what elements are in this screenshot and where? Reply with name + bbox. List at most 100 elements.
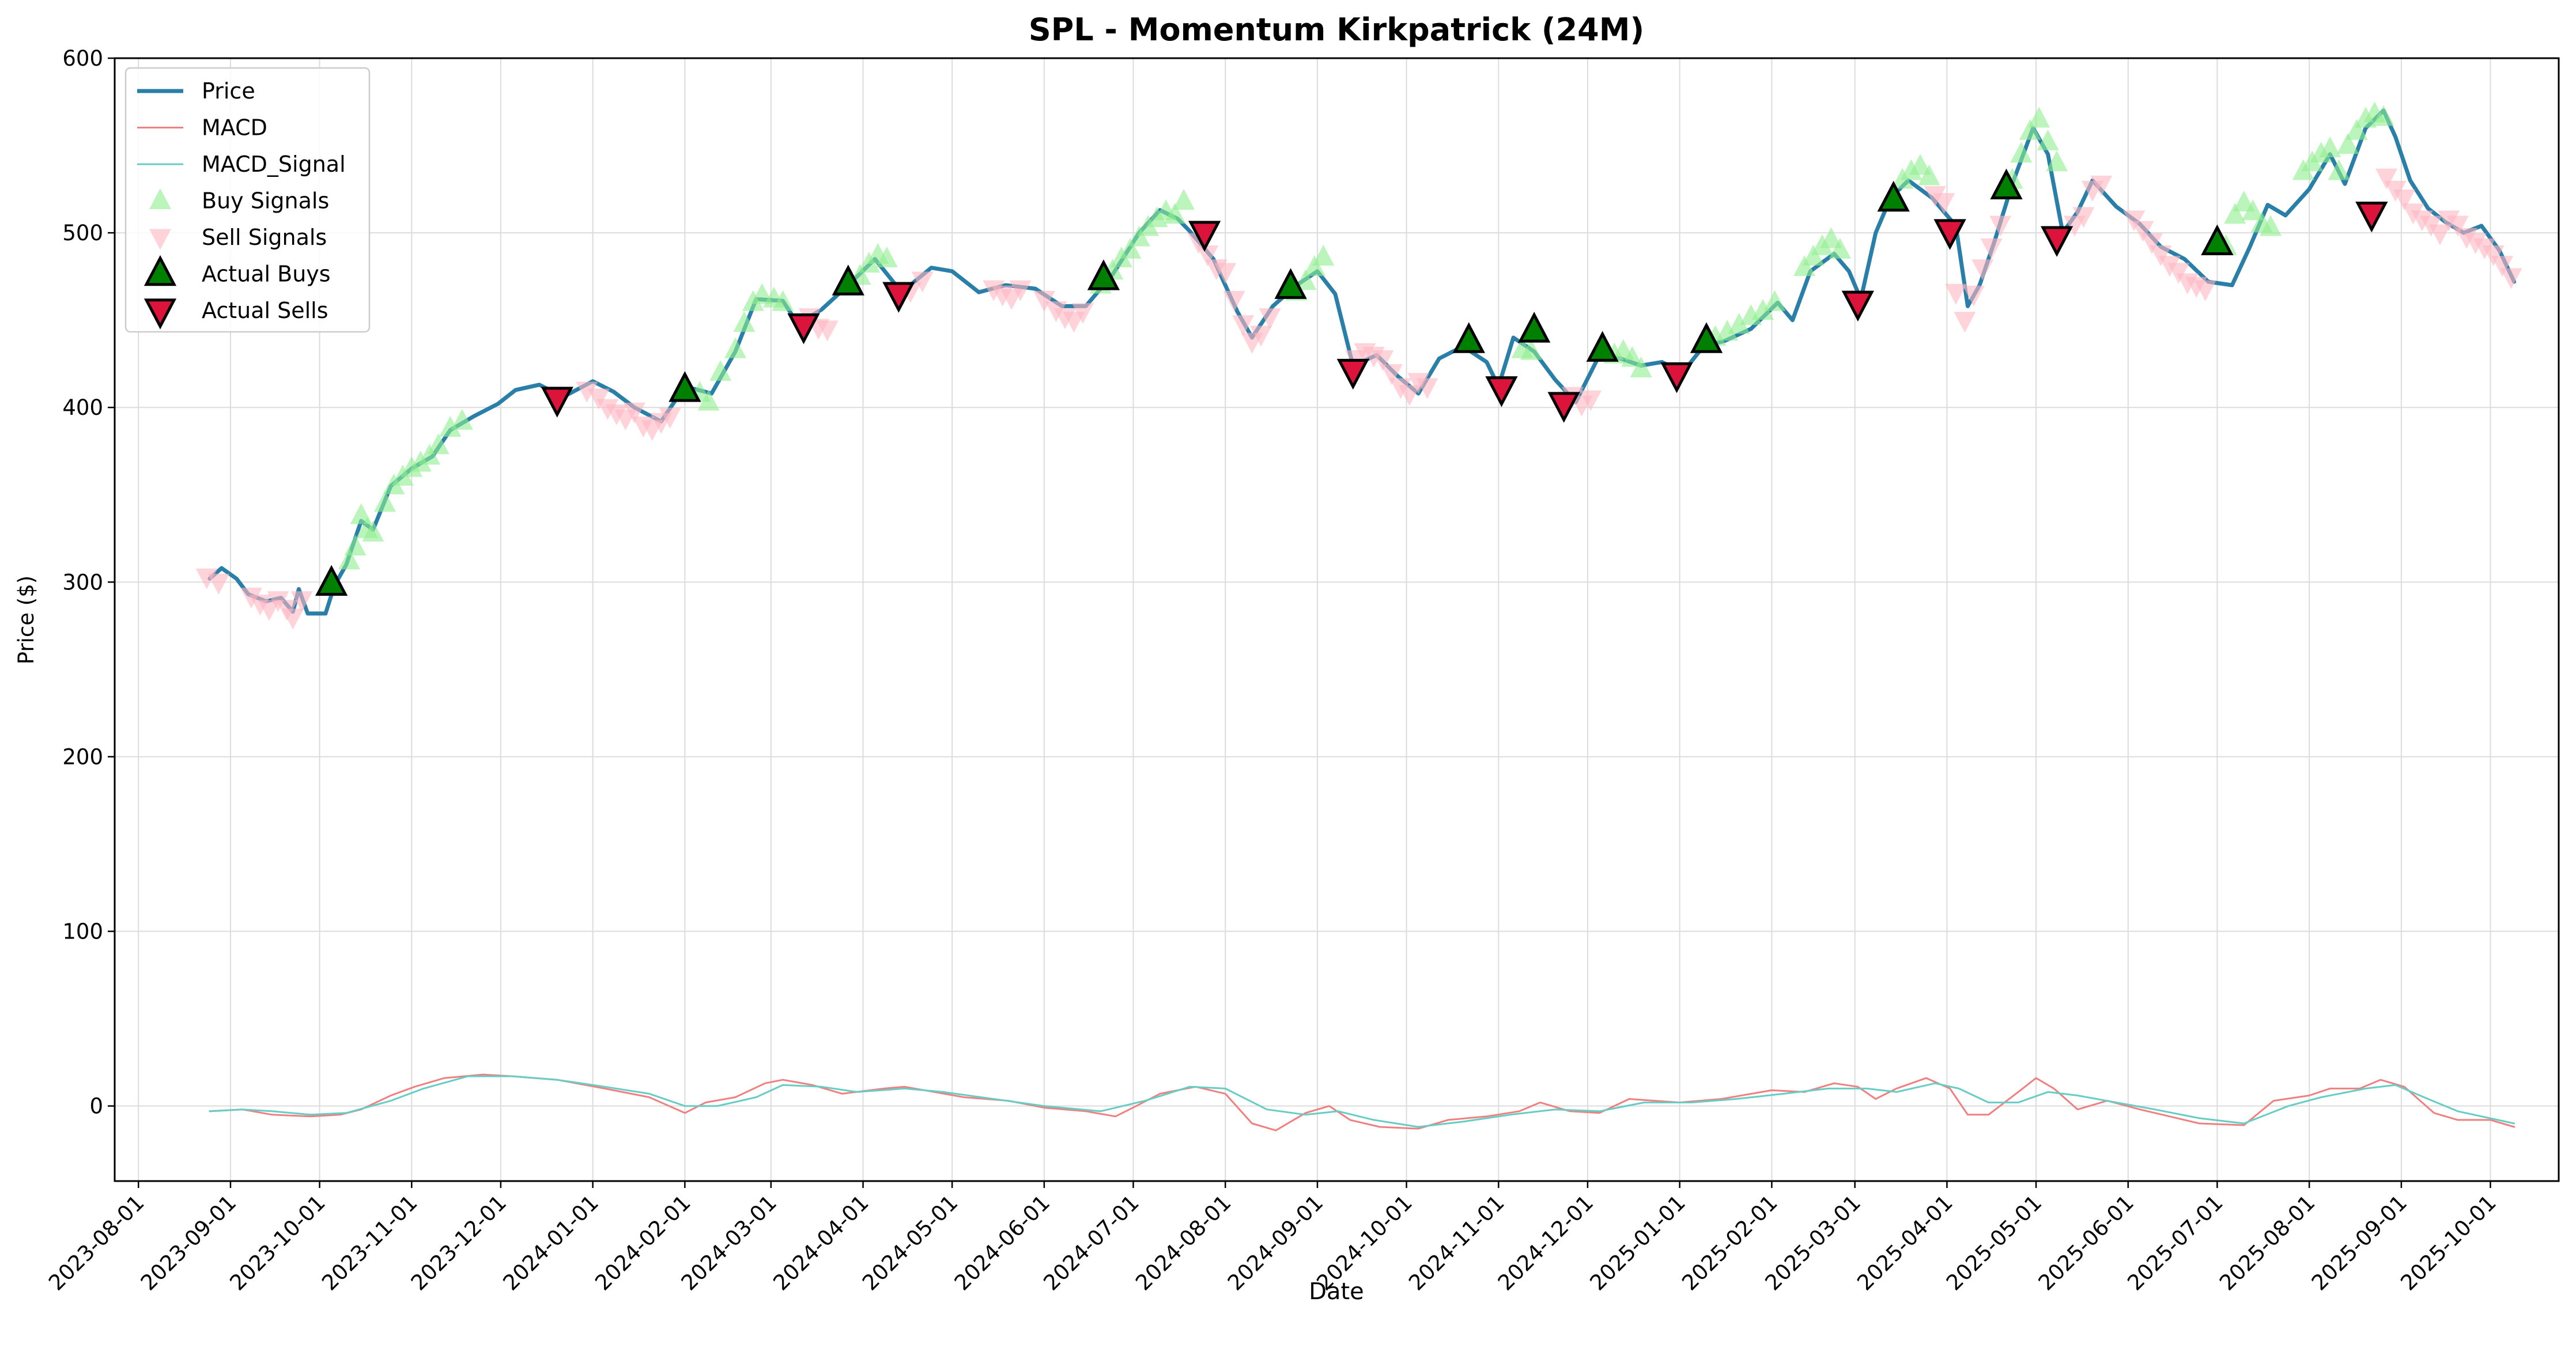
sell-signal-marker [1989, 215, 2012, 237]
actual-buy-marker [1518, 312, 1551, 343]
y-tick-label: 0 [89, 1094, 103, 1119]
buy-signal-marker [427, 433, 450, 455]
buy-signal-marker [373, 491, 396, 512]
y-tick-label: 500 [62, 221, 103, 245]
actual-buy-marker [1990, 168, 2023, 200]
sell-signal-marker [2141, 233, 2163, 254]
sell-signal-marker [911, 271, 934, 293]
actual-buy-marker [1877, 180, 1910, 212]
sell-signal-marker [282, 608, 304, 630]
buy-signal-marker [1294, 269, 1317, 290]
sell-signal-marker [587, 388, 610, 410]
actual-buy-marker [1452, 322, 1485, 353]
sell-signal-marker [1033, 290, 1055, 312]
buy-signal-marker [344, 535, 367, 556]
actual-buy-marker [315, 565, 348, 596]
buy-signal-marker [1728, 313, 1750, 334]
sell-signal-marker [1071, 303, 1094, 324]
y-axis: 0 100 200 300 400 500 600 [62, 46, 115, 1119]
buy-signal-marker [772, 290, 794, 311]
sell-signal-marker [2150, 245, 2172, 267]
legend-box [124, 67, 371, 333]
sell-signal-marker [1580, 390, 1602, 411]
sell-signal-marker [1933, 193, 1955, 214]
buy-signal-marker [1793, 255, 1816, 277]
buy-signal-marker [2028, 107, 2050, 128]
sell-signal-marker [1398, 385, 1421, 406]
actual-sell-marker [882, 282, 915, 313]
sell-signal-marker [1009, 280, 1032, 301]
buy-signal-marker [1716, 320, 1739, 341]
legend-swatch-actual-sells [143, 298, 177, 330]
sell-signal-marker [576, 381, 598, 403]
buy-signal-marker [362, 520, 384, 542]
legend-entry-actual-buys: Actual Buys [202, 262, 331, 287]
actual-sell-marker [787, 313, 820, 345]
buy-signal-marker [1740, 304, 1762, 326]
legend-entry-price: Price [202, 78, 255, 104]
sell-signal-marker [2500, 268, 2522, 289]
actual-buy-marker [668, 371, 701, 402]
actual-trade-markers [315, 168, 2388, 596]
buy-signal-marker [2372, 105, 2394, 126]
buy-signal-marker [439, 415, 462, 437]
legend-entry-macd: MACD [202, 115, 267, 141]
buy-signal-marker [2224, 203, 2246, 224]
sell-signal-marker [605, 404, 628, 425]
buy-signal-marker [875, 246, 898, 268]
buy-signal-marker [1173, 188, 1195, 210]
buy-signal-marker [418, 444, 441, 465]
macd-signal-line [209, 1075, 2515, 1128]
buy-signal-marker [338, 548, 361, 570]
sell-signal-marker [2393, 190, 2416, 211]
x-axis-label: Date [1309, 1278, 1364, 1305]
legend-entry-buy-signals: Buy Signals [202, 188, 329, 214]
legend-entry-actual-sells: Actual Sells [202, 298, 328, 323]
sell-signal-marker [2123, 210, 2146, 232]
sell-signal-marker [290, 591, 313, 612]
sell-signal-marker [2411, 210, 2433, 232]
buy-signal-marker [1900, 159, 1922, 180]
buy-signal-marker [2242, 199, 2264, 221]
buy-signal-marker [1918, 164, 1940, 186]
actual-sell-marker [1547, 392, 1580, 423]
buy-signal-marker [697, 389, 720, 411]
sell-signal-marker [1259, 308, 1281, 330]
sell-signal-marker [2375, 168, 2398, 190]
sell-signal-marker [1944, 283, 1967, 305]
buy-signal-marker [2310, 142, 2332, 163]
buy-signal-marker [2319, 136, 2341, 158]
buy-signal-marker [1520, 339, 1543, 360]
buy-signal-marker [2037, 129, 2059, 150]
actual-buy-marker [1690, 322, 1723, 353]
actual-sell-marker [1336, 358, 1369, 390]
sell-signal-marker [2132, 221, 2154, 242]
buy-signal-marker [1820, 227, 1842, 248]
sell-signal-marker [623, 402, 645, 423]
sell-signal-marker [2167, 263, 2190, 284]
sell-signal-marker [1372, 350, 1394, 372]
buy-signal-marker [1829, 237, 1851, 259]
buy-signal-marker [2355, 107, 2377, 128]
sell-signal-marker [983, 280, 1005, 301]
buy-signal-marker [1119, 237, 1142, 259]
y-tick-label: 400 [62, 395, 103, 420]
legend-entry-sell-signals: Sell Signals [202, 225, 327, 250]
buy-signal-marker [1763, 290, 1786, 311]
macd-line [209, 1073, 2515, 1132]
buy-signal-marker [2345, 119, 2368, 140]
buy-signal-marker [401, 456, 423, 477]
sell-signal-marker [1223, 290, 1245, 312]
actual-buy-marker [2201, 224, 2234, 256]
actual-sell-marker [2355, 202, 2388, 233]
sell-signal-marker [1232, 315, 1255, 336]
buy-signal-marker [2328, 159, 2350, 180]
y-tick-label: 100 [62, 920, 103, 944]
actual-sell-marker [541, 387, 573, 418]
actual-sell-marker [1933, 219, 1966, 250]
actual-buy-marker [1274, 268, 1307, 299]
actual-buy-marker [1087, 259, 1120, 290]
y-axis-label: Price ($) [14, 576, 39, 664]
